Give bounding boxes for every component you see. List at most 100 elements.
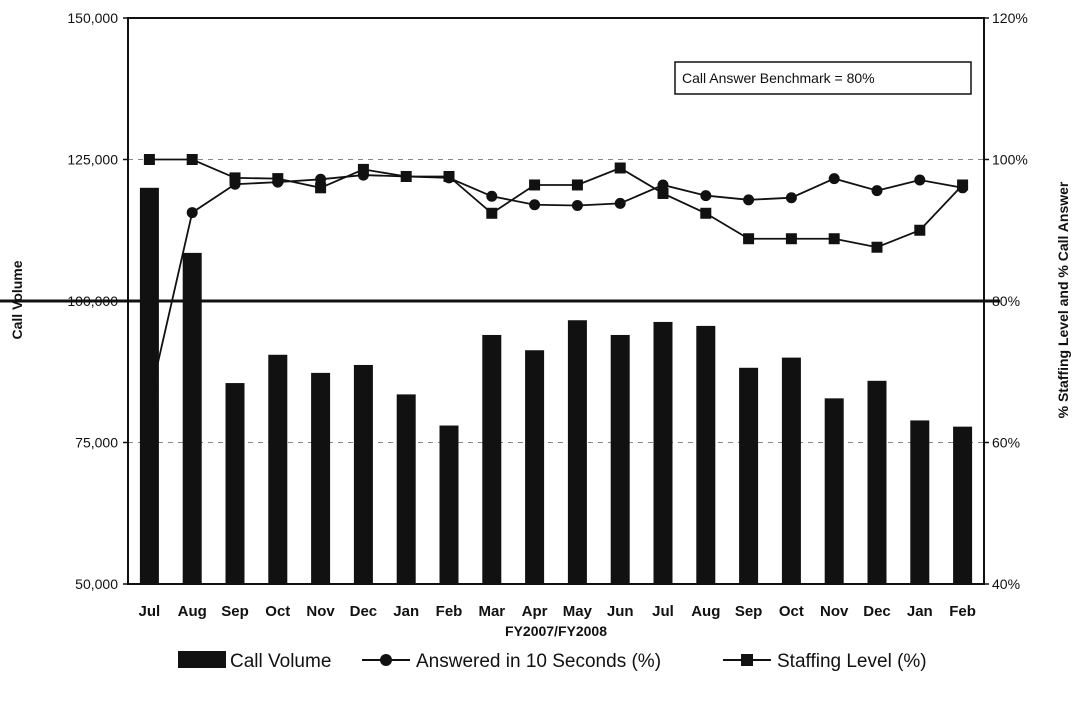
category-label-8: Mar <box>478 603 505 620</box>
category-label-2: Sep <box>221 603 249 620</box>
category-label-4: Nov <box>306 603 335 620</box>
legend-label-answered: Answered in 10 Seconds (%) <box>416 651 661 672</box>
right-axis-ticks: 40% 60% 80% 100% 120% <box>984 10 1028 592</box>
answered-point-18 <box>914 174 926 186</box>
category-label-10: May <box>563 603 593 620</box>
category-label-15: Oct <box>779 603 804 620</box>
left-axis-title: Call Volume <box>9 260 25 339</box>
answered-point-12 <box>657 179 669 191</box>
answered-point-4 <box>315 173 327 185</box>
bar-call-volume-14 <box>739 367 759 584</box>
staffing-point-11 <box>614 162 626 174</box>
answered-point-17 <box>871 185 883 197</box>
answered-point-14 <box>743 194 755 206</box>
benchmark-label: Call Answer Benchmark = 80% <box>682 70 875 86</box>
category-label-1: Aug <box>178 603 207 620</box>
staffing-point-7 <box>443 170 455 182</box>
answered-point-10 <box>571 199 583 211</box>
staffing-point-8 <box>486 207 498 219</box>
legend-swatch-call-volume <box>178 651 226 668</box>
bar-call-volume-11 <box>610 334 630 584</box>
category-label-5: Dec <box>350 603 378 620</box>
bar-call-volume-15 <box>781 357 801 584</box>
answered-point-1 <box>186 207 198 219</box>
bar-call-volume-6 <box>396 394 416 584</box>
staffing-point-4 <box>315 182 327 194</box>
bar-call-volume-8 <box>482 334 502 584</box>
right-tick-label-2: 80% <box>992 293 1020 309</box>
answered-point-0 <box>143 394 155 406</box>
bar-call-volume-1 <box>182 252 202 584</box>
right-tick-label-1: 60% <box>992 435 1020 451</box>
category-label-9: Apr <box>522 603 548 620</box>
left-tick-label-2: 100,000 <box>67 293 118 309</box>
category-label-14: Sep <box>735 603 763 620</box>
answered-point-9 <box>529 199 541 211</box>
staffing-point-0 <box>143 154 155 165</box>
legend-label-call-volume: Call Volume <box>230 651 331 672</box>
answered-line <box>148 174 963 401</box>
bar-call-volume-16 <box>824 398 844 584</box>
category-label-7: Feb <box>436 603 463 620</box>
staffing-point-16 <box>828 233 840 245</box>
category-label-13: Aug <box>691 603 720 620</box>
bar-call-volume-0 <box>139 187 159 585</box>
left-tick-label-1: 75,000 <box>75 435 118 451</box>
category-label-18: Jan <box>907 603 933 620</box>
x-axis-title: FY2007/FY2008 <box>505 623 607 639</box>
category-label-11: Jun <box>607 603 634 620</box>
bar-call-volume-3 <box>268 354 288 584</box>
right-tick-label-4: 120% <box>992 10 1028 26</box>
left-tick-label-3: 125,000 <box>67 152 118 168</box>
category-label-16: Nov <box>820 603 849 620</box>
staffing-point-18 <box>914 224 926 236</box>
staffing-point-2 <box>229 172 241 184</box>
bar-call-volume-13 <box>696 325 716 584</box>
bar-call-volume-18 <box>910 420 930 584</box>
staffing-point-10 <box>571 179 583 191</box>
answered-point-8 <box>486 190 498 202</box>
bar-call-volume-7 <box>439 425 459 584</box>
right-axis-title: % Staffing Level and % Call Answer <box>1055 181 1071 418</box>
bar-call-volume-19 <box>953 426 973 584</box>
staffing-line <box>149 158 964 249</box>
bar-call-volume-10 <box>567 320 587 584</box>
answered-point-16 <box>828 173 840 185</box>
benchmark-box <box>674 61 972 95</box>
category-label-0: Jul <box>139 603 161 620</box>
category-label-12: Jul <box>652 603 674 620</box>
answered-series <box>143 169 969 406</box>
staffing-point-13 <box>700 207 712 219</box>
staffing-point-9 <box>529 179 541 191</box>
legend-marker-staffing <box>741 654 753 666</box>
staffing-point-17 <box>871 241 883 253</box>
staffing-point-15 <box>785 233 797 245</box>
legend-label-staffing: Staffing Level (%) <box>777 651 927 672</box>
right-tick-label-3: 100% <box>992 152 1028 168</box>
staffing-point-5 <box>357 163 369 175</box>
category-label-19: Feb <box>949 603 976 620</box>
staffing-series <box>143 154 969 253</box>
staffing-point-3 <box>272 173 284 185</box>
bars <box>139 187 973 585</box>
category-label-17: Dec <box>863 603 891 620</box>
legend-marker-answered <box>380 654 392 666</box>
staffing-point-1 <box>186 154 198 165</box>
bar-call-volume-5 <box>353 364 373 584</box>
bar-call-volume-17 <box>867 380 887 584</box>
category-labels: Jul Aug Sep Oct Nov Dec Jan Feb Mar Apr May Jun Jul A… <box>139 603 976 620</box>
left-tick-label-4: 150,000 <box>67 10 118 26</box>
bar-call-volume-9 <box>525 350 545 584</box>
bar-call-volume-12 <box>653 321 673 584</box>
category-label-3: Oct <box>265 603 290 620</box>
staffing-point-12 <box>657 187 669 199</box>
staffing-point-14 <box>743 233 755 245</box>
benchmark-annotation: Call Answer Benchmark = 80% <box>674 61 972 95</box>
bar-call-volume-4 <box>311 372 331 584</box>
bar-call-volume-2 <box>225 383 245 584</box>
answered-point-13 <box>700 190 712 202</box>
left-axis-ticks: 50,000 75,000 100,000 125,000 150,000 <box>67 10 128 592</box>
category-label-6: Jan <box>393 603 419 620</box>
right-tick-label-0: 40% <box>992 576 1020 592</box>
